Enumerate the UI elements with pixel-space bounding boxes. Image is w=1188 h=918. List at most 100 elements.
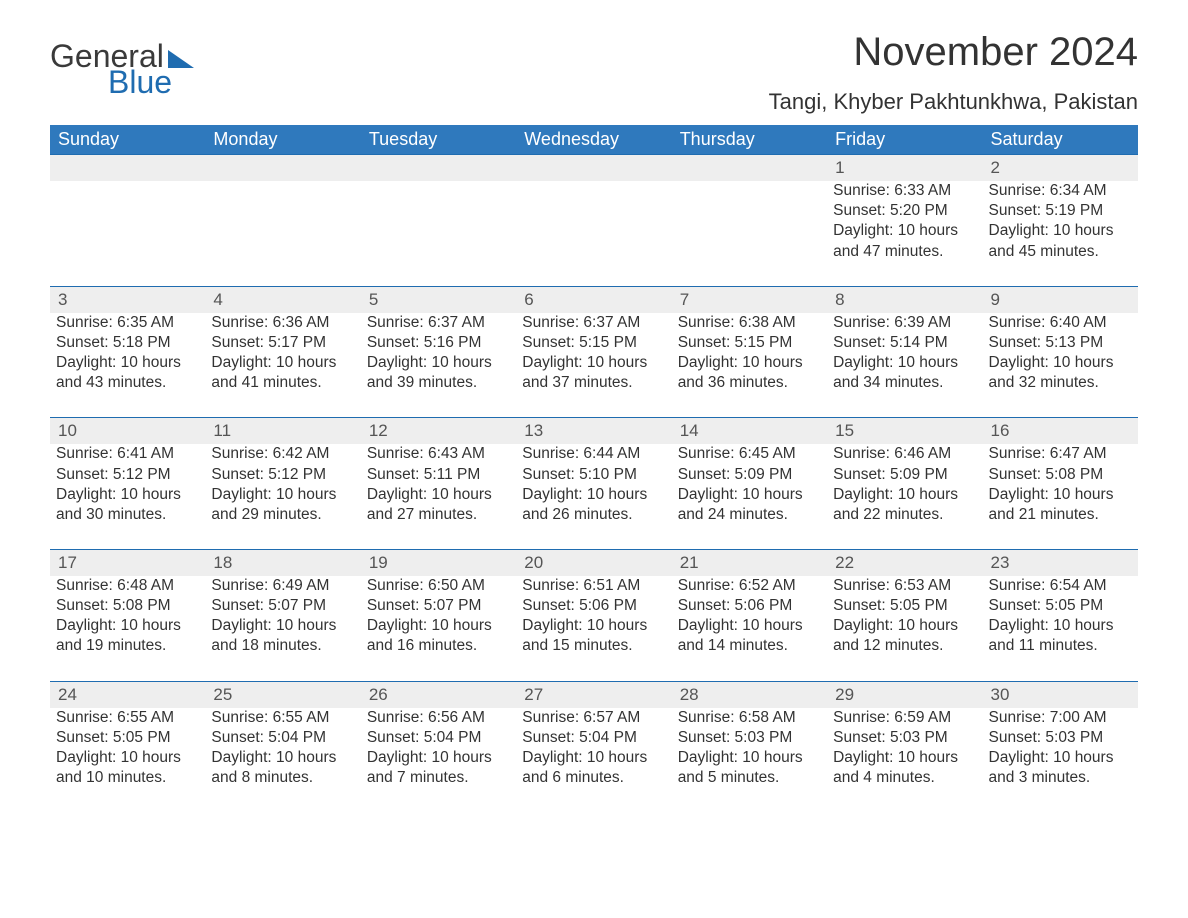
header-tuesday: Tuesday	[361, 125, 516, 155]
daylight-text: Daylight: 10 hours and 16 minutes.	[367, 616, 510, 656]
sunset-text: Sunset: 5:10 PM	[522, 465, 665, 485]
calendar-table: Sunday Monday Tuesday Wednesday Thursday…	[50, 125, 1138, 812]
calendar-body: 12Sunrise: 6:33 AMSunset: 5:20 PMDayligh…	[50, 155, 1138, 813]
day-number-cell: 26	[361, 681, 516, 708]
day-detail-cell: Sunrise: 6:48 AMSunset: 5:08 PMDaylight:…	[50, 576, 205, 681]
sunrise-text: Sunrise: 6:51 AM	[522, 576, 665, 596]
detail-row: Sunrise: 6:35 AMSunset: 5:18 PMDaylight:…	[50, 313, 1138, 418]
sunrise-text: Sunrise: 6:56 AM	[367, 708, 510, 728]
daylight-text: Daylight: 10 hours and 41 minutes.	[211, 353, 354, 393]
sunset-text: Sunset: 5:19 PM	[989, 201, 1132, 221]
day-detail-cell	[361, 181, 516, 286]
day-detail-cell: Sunrise: 6:41 AMSunset: 5:12 PMDaylight:…	[50, 444, 205, 549]
day-detail-cell: Sunrise: 6:46 AMSunset: 5:09 PMDaylight:…	[827, 444, 982, 549]
sunrise-text: Sunrise: 6:49 AM	[211, 576, 354, 596]
day-detail-cell: Sunrise: 6:55 AMSunset: 5:04 PMDaylight:…	[205, 708, 360, 813]
day-detail-cell: Sunrise: 6:37 AMSunset: 5:15 PMDaylight:…	[516, 313, 671, 418]
day-detail-cell: Sunrise: 6:52 AMSunset: 5:06 PMDaylight:…	[672, 576, 827, 681]
sunset-text: Sunset: 5:05 PM	[833, 596, 976, 616]
day-detail-cell	[50, 181, 205, 286]
day-number-cell: 21	[672, 549, 827, 576]
day-number-cell	[361, 155, 516, 182]
sunset-text: Sunset: 5:04 PM	[522, 728, 665, 748]
day-detail-cell: Sunrise: 6:44 AMSunset: 5:10 PMDaylight:…	[516, 444, 671, 549]
day-number-cell: 3	[50, 286, 205, 313]
day-number-cell: 13	[516, 418, 671, 445]
day-number-cell: 10	[50, 418, 205, 445]
day-detail-cell: Sunrise: 6:57 AMSunset: 5:04 PMDaylight:…	[516, 708, 671, 813]
sunset-text: Sunset: 5:13 PM	[989, 333, 1132, 353]
sunrise-text: Sunrise: 6:48 AM	[56, 576, 199, 596]
day-detail-cell: Sunrise: 6:39 AMSunset: 5:14 PMDaylight:…	[827, 313, 982, 418]
day-number-cell: 18	[205, 549, 360, 576]
logo: General Blue	[50, 30, 194, 98]
sunset-text: Sunset: 5:12 PM	[211, 465, 354, 485]
day-detail-cell: Sunrise: 6:37 AMSunset: 5:16 PMDaylight:…	[361, 313, 516, 418]
day-number-cell: 24	[50, 681, 205, 708]
day-number-cell	[516, 155, 671, 182]
sunrise-text: Sunrise: 6:47 AM	[989, 444, 1132, 464]
sunset-text: Sunset: 5:04 PM	[211, 728, 354, 748]
daylight-text: Daylight: 10 hours and 29 minutes.	[211, 485, 354, 525]
sunrise-text: Sunrise: 6:39 AM	[833, 313, 976, 333]
sunset-text: Sunset: 5:06 PM	[522, 596, 665, 616]
daylight-text: Daylight: 10 hours and 22 minutes.	[833, 485, 976, 525]
sunset-text: Sunset: 5:09 PM	[678, 465, 821, 485]
daylight-text: Daylight: 10 hours and 32 minutes.	[989, 353, 1132, 393]
sunset-text: Sunset: 5:14 PM	[833, 333, 976, 353]
day-detail-cell: Sunrise: 6:55 AMSunset: 5:05 PMDaylight:…	[50, 708, 205, 813]
daylight-text: Daylight: 10 hours and 5 minutes.	[678, 748, 821, 788]
day-number-cell: 22	[827, 549, 982, 576]
daylight-text: Daylight: 10 hours and 39 minutes.	[367, 353, 510, 393]
sunset-text: Sunset: 5:18 PM	[56, 333, 199, 353]
daylight-text: Daylight: 10 hours and 12 minutes.	[833, 616, 976, 656]
sunrise-text: Sunrise: 6:43 AM	[367, 444, 510, 464]
logo-text-blue: Blue	[108, 66, 194, 98]
day-detail-cell: Sunrise: 7:00 AMSunset: 5:03 PMDaylight:…	[983, 708, 1138, 813]
daylight-text: Daylight: 10 hours and 7 minutes.	[367, 748, 510, 788]
daylight-text: Daylight: 10 hours and 14 minutes.	[678, 616, 821, 656]
daylight-text: Daylight: 10 hours and 6 minutes.	[522, 748, 665, 788]
daylight-text: Daylight: 10 hours and 36 minutes.	[678, 353, 821, 393]
sunrise-text: Sunrise: 6:37 AM	[522, 313, 665, 333]
header-row: General Blue November 2024 Tangi, Khyber…	[50, 30, 1138, 115]
sunrise-text: Sunrise: 6:34 AM	[989, 181, 1132, 201]
day-detail-cell: Sunrise: 6:54 AMSunset: 5:05 PMDaylight:…	[983, 576, 1138, 681]
daynum-row: 10111213141516	[50, 418, 1138, 445]
sunrise-text: Sunrise: 6:37 AM	[367, 313, 510, 333]
day-detail-cell: Sunrise: 6:50 AMSunset: 5:07 PMDaylight:…	[361, 576, 516, 681]
sunrise-text: Sunrise: 6:36 AM	[211, 313, 354, 333]
sunset-text: Sunset: 5:04 PM	[367, 728, 510, 748]
header-thursday: Thursday	[672, 125, 827, 155]
day-number-cell: 30	[983, 681, 1138, 708]
day-detail-cell: Sunrise: 6:43 AMSunset: 5:11 PMDaylight:…	[361, 444, 516, 549]
sunrise-text: Sunrise: 7:00 AM	[989, 708, 1132, 728]
sunset-text: Sunset: 5:03 PM	[833, 728, 976, 748]
day-detail-cell: Sunrise: 6:38 AMSunset: 5:15 PMDaylight:…	[672, 313, 827, 418]
daylight-text: Daylight: 10 hours and 3 minutes.	[989, 748, 1132, 788]
day-detail-cell: Sunrise: 6:33 AMSunset: 5:20 PMDaylight:…	[827, 181, 982, 286]
day-number-cell: 1	[827, 155, 982, 182]
day-number-cell	[205, 155, 360, 182]
sunset-text: Sunset: 5:07 PM	[367, 596, 510, 616]
sunrise-text: Sunrise: 6:58 AM	[678, 708, 821, 728]
daylight-text: Daylight: 10 hours and 24 minutes.	[678, 485, 821, 525]
sunset-text: Sunset: 5:20 PM	[833, 201, 976, 221]
daylight-text: Daylight: 10 hours and 15 minutes.	[522, 616, 665, 656]
sunrise-text: Sunrise: 6:41 AM	[56, 444, 199, 464]
day-detail-cell: Sunrise: 6:34 AMSunset: 5:19 PMDaylight:…	[983, 181, 1138, 286]
day-detail-cell: Sunrise: 6:53 AMSunset: 5:05 PMDaylight:…	[827, 576, 982, 681]
day-detail-cell: Sunrise: 6:47 AMSunset: 5:08 PMDaylight:…	[983, 444, 1138, 549]
day-detail-cell: Sunrise: 6:49 AMSunset: 5:07 PMDaylight:…	[205, 576, 360, 681]
day-number-cell: 19	[361, 549, 516, 576]
header-friday: Friday	[827, 125, 982, 155]
sunrise-text: Sunrise: 6:50 AM	[367, 576, 510, 596]
day-number-cell	[672, 155, 827, 182]
sunset-text: Sunset: 5:06 PM	[678, 596, 821, 616]
sunset-text: Sunset: 5:08 PM	[56, 596, 199, 616]
sunrise-text: Sunrise: 6:57 AM	[522, 708, 665, 728]
day-detail-cell: Sunrise: 6:59 AMSunset: 5:03 PMDaylight:…	[827, 708, 982, 813]
day-detail-cell: Sunrise: 6:56 AMSunset: 5:04 PMDaylight:…	[361, 708, 516, 813]
sunrise-text: Sunrise: 6:45 AM	[678, 444, 821, 464]
day-number-cell: 17	[50, 549, 205, 576]
